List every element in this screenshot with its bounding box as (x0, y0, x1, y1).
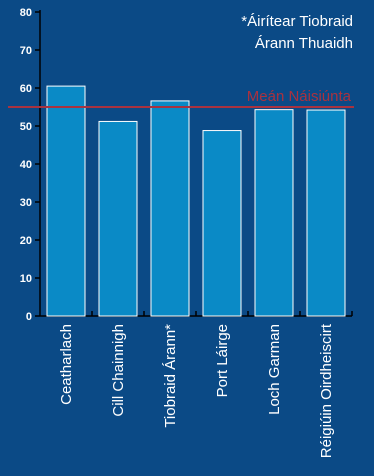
y-tick-label: 30 (20, 197, 32, 209)
reference-line-group: Meán Náisiúnta (8, 88, 354, 108)
bar (306, 109, 346, 317)
y-tick-label: 50 (20, 121, 32, 133)
bar (150, 100, 190, 317)
y-tick-label: 60 (20, 83, 32, 95)
y-tick-label: 10 (20, 273, 32, 285)
bar-series (46, 85, 346, 317)
category-label: Tiobraid Árann* (162, 324, 179, 428)
bar (46, 85, 86, 317)
y-tick-label: 70 (20, 45, 32, 57)
reference-line-label: Meán Náisiúnta (247, 88, 352, 105)
category-label: Port Láirge (214, 324, 231, 397)
category-label: Cill Chainnigh (110, 324, 127, 417)
x-axis (40, 311, 353, 317)
category-label: Ceatharlach (58, 324, 75, 405)
y-axis: 0 10 20 30 40 50 60 70 80 (20, 7, 41, 323)
y-tick-label: 40 (20, 159, 32, 171)
annotation-line-1: *Áirítear Tiobraid (241, 13, 353, 30)
y-tick-label: 20 (20, 235, 32, 247)
y-tick-label: 0 (26, 311, 32, 323)
category-label: Réigiúin Oirdheiscirt (318, 323, 335, 458)
bar (98, 120, 138, 317)
category-labels: Ceatharlach Cill Chainnigh Tiobraid Árann*… (58, 323, 335, 458)
annotation-line-2: Árann Thuaidh (255, 35, 353, 52)
bar (202, 130, 242, 317)
annotation-note: *Áirítear Tiobraid Árann Thuaidh (241, 13, 353, 52)
category-label: Loch Garman (266, 324, 283, 415)
y-tick-label: 80 (20, 7, 32, 19)
bar (254, 109, 294, 317)
